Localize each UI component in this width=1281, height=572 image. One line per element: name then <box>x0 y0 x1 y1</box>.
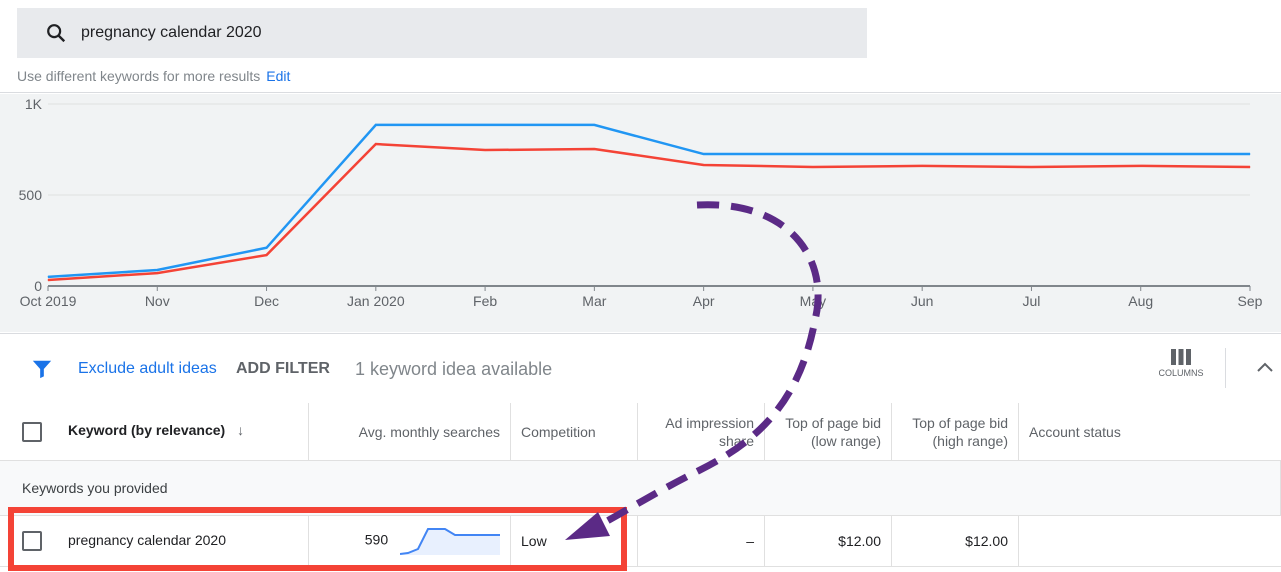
data-point <box>703 153 705 155</box>
data-point <box>812 166 814 168</box>
data-point <box>47 279 49 281</box>
data-point <box>812 153 814 155</box>
data-point <box>1140 165 1142 167</box>
search-icon <box>47 24 66 43</box>
x-tick-label: Oct 2019 <box>20 293 77 309</box>
data-point <box>593 124 595 126</box>
header-competition[interactable]: Competition <box>510 403 638 461</box>
x-tick-label: Jan 2020 <box>347 293 405 309</box>
keyword-count: 1 keyword idea available <box>355 358 553 379</box>
x-tick-label: Jun <box>911 293 934 309</box>
header-impression-share[interactable]: Ad impression share <box>637 403 765 461</box>
y-tick-label: 0 <box>34 278 42 294</box>
data-point <box>703 164 705 166</box>
divider <box>0 92 1281 93</box>
data-point <box>921 165 923 167</box>
filter-icon[interactable] <box>31 358 53 380</box>
group-label: Keywords you provided <box>0 460 1281 516</box>
data-point <box>156 272 158 274</box>
search-bar[interactable]: pregnancy calendar 2020 <box>17 8 867 58</box>
group-row: Keywords you provided <box>0 460 1281 516</box>
x-tick-label: Nov <box>145 293 170 309</box>
chart-background <box>0 94 1281 332</box>
y-tick-label: 500 <box>19 187 43 203</box>
data-point <box>484 149 486 151</box>
data-point <box>484 124 486 126</box>
search-query[interactable]: pregnancy calendar 2020 <box>81 24 262 41</box>
x-tick-label: Mar <box>582 293 606 309</box>
exclude-adult-ideas-link[interactable]: Exclude adult ideas <box>78 360 217 377</box>
columns-label: COLUMNS <box>1158 368 1204 378</box>
data-point <box>375 124 377 126</box>
x-tick-label: Jul <box>1023 293 1041 309</box>
columns-icon <box>1171 349 1191 365</box>
x-tick-label: Dec <box>254 293 279 309</box>
data-point <box>156 269 158 271</box>
search-hint: Use different keywords for more results E… <box>17 68 290 84</box>
data-point <box>1030 166 1032 168</box>
account-status-cell <box>1018 515 1281 567</box>
data-point <box>593 148 595 150</box>
search-volume-chart: 0 500 1K Oct 2019 Nov Dec Jan 2020 Feb Mar Apr May… <box>0 94 1281 332</box>
select-all-checkbox[interactable] <box>22 421 42 442</box>
row-checkbox[interactable] <box>22 531 42 551</box>
data-point <box>47 276 49 278</box>
x-tick-label: Feb <box>473 293 497 309</box>
hint-text: Use different keywords for more results <box>17 68 261 84</box>
keyword-table: Keyword (by relevance) ↓ Avg. monthly se… <box>0 403 1281 567</box>
bid-low-cell: $12.00 <box>764 515 892 567</box>
impression-share-cell: – <box>637 515 765 567</box>
header-bid-high[interactable]: Top of page bid (high range) <box>891 403 1019 461</box>
x-tick-label: Aug <box>1128 293 1153 309</box>
header-avg-searches[interactable]: Avg. monthly searches <box>308 403 511 461</box>
data-point <box>921 153 923 155</box>
filter-bar: Exclude adult ideas ADD FILTER 1 keyword… <box>0 333 1281 404</box>
sort-down-icon: ↓ <box>237 422 245 439</box>
data-point <box>375 143 377 145</box>
trend-sparkline <box>399 528 500 555</box>
data-point <box>1030 153 1032 155</box>
avg-searches-cell: 590 <box>364 531 389 548</box>
add-filter-button[interactable]: ADD FILTER <box>236 360 330 377</box>
header-account-status[interactable]: Account status <box>1018 403 1281 461</box>
header-label: Keyword (by relevance) <box>68 422 226 439</box>
data-point <box>1140 153 1142 155</box>
keyword-cell: pregnancy calendar 2020 <box>68 531 227 548</box>
series-line-0 <box>47 123 1250 279</box>
header-keyword[interactable]: Keyword (by relevance) ↓ <box>0 403 309 461</box>
collapse-chevron-icon[interactable] <box>1257 361 1273 373</box>
data-point <box>1249 166 1251 168</box>
bid-high-cell: $12.00 <box>891 515 1019 567</box>
header-bid-low[interactable]: Top of page bid (low range) <box>764 403 892 461</box>
x-tick-label: May <box>800 293 826 309</box>
table-header: Keyword (by relevance) ↓ Avg. monthly se… <box>0 403 1281 461</box>
y-tick-label: 1K <box>25 96 43 112</box>
data-point <box>266 254 268 256</box>
x-tick-label: Apr <box>693 293 715 309</box>
columns-button[interactable]: COLUMNS <box>1155 348 1207 378</box>
series-line-1 <box>47 142 1251 282</box>
data-point <box>266 247 268 249</box>
x-tick-label: Sep <box>1238 293 1263 309</box>
competition-cell: Low <box>510 515 638 567</box>
divider <box>1225 348 1226 388</box>
data-point <box>1249 153 1251 155</box>
table-row[interactable]: pregnancy calendar 2020 590 Low – $12.00… <box>0 515 1281 567</box>
edit-link[interactable]: Edit <box>266 68 291 84</box>
